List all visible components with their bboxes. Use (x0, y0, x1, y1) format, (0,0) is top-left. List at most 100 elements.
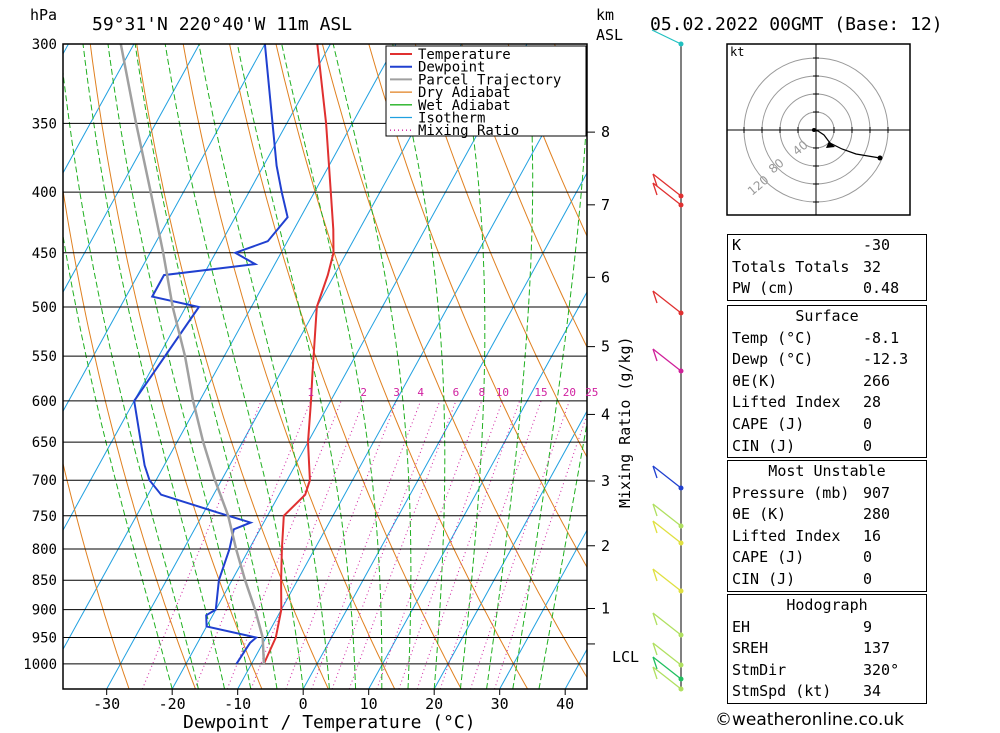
km-tick-label: 3 (601, 472, 610, 490)
mixing-ratio-line (494, 413, 587, 689)
isotherm-line (63, 44, 200, 294)
mixing-ratio-label: 1 (307, 386, 314, 399)
km-tick-label: 7 (601, 196, 610, 214)
wind-barb (652, 612, 682, 636)
km-tick-label: 1 (601, 599, 610, 617)
wind-barb (652, 465, 682, 489)
wet-adiabat-line (236, 44, 357, 689)
km-tick-label: 4 (601, 405, 610, 423)
dry-adiabat-line (63, 461, 130, 689)
wind-barb-flag (652, 520, 658, 534)
pressure-tick-label: 650 (32, 435, 57, 451)
wind-barb-flag (652, 568, 658, 582)
indices-table: K -30 Totals Totals 32 PW (cm) 0.48 (727, 234, 927, 301)
wind-barb-flag (652, 656, 658, 670)
wind-point (678, 523, 684, 529)
wet-adiabat-line (63, 68, 199, 689)
x-tick-label: 20 (425, 695, 443, 713)
surface-title: Surface (795, 307, 859, 325)
pressure-tick-label: 350 (32, 116, 57, 132)
x-tick-label: 10 (360, 695, 378, 713)
pressure-tick-label: 800 (32, 542, 57, 558)
wind-barb (652, 348, 682, 372)
mixing-ratio-line (331, 400, 441, 689)
hodograph-table: Hodograph EH 9 SREH 137 StmDir 320° StmSpd … (727, 594, 927, 704)
x-tick-label: -10 (224, 695, 251, 713)
km-label: km (596, 6, 614, 24)
pressure-tick-label: 1000 (23, 657, 57, 673)
wind-barb (652, 520, 682, 544)
mixing-ratio-line (348, 400, 457, 689)
hodograph-unit: kt (730, 45, 744, 59)
wet-adiabat-line (486, 44, 534, 689)
wind-point (678, 485, 684, 491)
wind-barb-flag (652, 290, 658, 304)
plot-frame (62, 43, 588, 690)
wind-point (678, 540, 684, 546)
wind-barb-flag (652, 465, 658, 479)
pressure-tick-label: 900 (32, 603, 57, 619)
wind-barb (652, 656, 682, 680)
mixing-ratio-label: 2 (360, 386, 367, 399)
mixing-ratio-line (285, 400, 397, 689)
temperature-line (262, 44, 335, 665)
km-tick-label: 5 (601, 338, 610, 356)
dry-adiabat-line (414, 44, 587, 459)
wind-barb-flag (652, 642, 658, 656)
dry-adiabat-line (63, 187, 196, 689)
legend-entry: Isotherm (418, 111, 485, 127)
mixing-ratio-line (226, 400, 342, 689)
legend-box (385, 45, 587, 137)
storm-motion-arrow (826, 141, 835, 148)
wind-barb (652, 173, 682, 197)
wind-barb (651, 29, 682, 45)
pressure-tick-label: 850 (32, 573, 57, 589)
km-tick-label: 6 (601, 268, 610, 286)
footer-credit[interactable]: ©weatheronline.co.uk (715, 710, 904, 730)
dry-adiabat-line (182, 44, 396, 689)
surface-table: Surface Temp (°C) -8.1 Dewp (°C) -12.3 θE(… (727, 305, 927, 459)
x-tick-label: 30 (491, 695, 509, 713)
isotherm-line (368, 291, 587, 689)
pressure-tick-label: 600 (32, 394, 57, 410)
wet-adiabat-line (198, 44, 330, 689)
wind-point (678, 202, 684, 208)
dry-adiabat-line (63, 688, 64, 689)
pressure-tick-label: 700 (32, 473, 57, 489)
wet-adiabat-line (63, 232, 173, 689)
most-unstable-title: Most Unstable (768, 462, 886, 480)
wind-barb-flag (652, 348, 658, 362)
wet-adiabat-line (281, 44, 383, 689)
pressure-tick-label: 500 (32, 300, 57, 316)
mixing-ratio-line (194, 400, 312, 689)
mixing-ratio-line (250, 400, 365, 689)
wind-point (678, 310, 684, 316)
wet-adiabat-line (107, 44, 252, 689)
copyright-icon: © (715, 710, 732, 730)
isotherm-line (0, 44, 3, 689)
isotherm-line (237, 52, 587, 689)
most-unstable-table: Most Unstable Pressure (mb) 907 θE (K) 280… (727, 460, 927, 592)
dewpoint-line (133, 44, 289, 665)
isotherm-line (106, 44, 462, 689)
mixing-ratio-line (376, 400, 483, 689)
hodograph-point (812, 128, 816, 132)
wet-adiabat-line (538, 420, 587, 689)
isotherm-line (433, 410, 587, 689)
mixing-ratio-label: 10 (496, 386, 509, 399)
legend-entry: Dewpoint (418, 60, 485, 76)
asl-label: ASL (596, 26, 623, 44)
mixing-ratio-label: 6 (453, 386, 460, 399)
pressure-tick-label: 400 (32, 185, 57, 201)
isotherm-line (63, 44, 397, 651)
wind-profile (651, 29, 684, 692)
wet-adiabat-line (164, 44, 304, 689)
wet-adiabat-line (392, 44, 446, 689)
dry-adiabat-line (275, 44, 529, 689)
mixing-ratio-label: 25 (585, 386, 598, 399)
dry-adiabat-line (461, 44, 587, 349)
x-tick-label: 0 (299, 695, 308, 713)
